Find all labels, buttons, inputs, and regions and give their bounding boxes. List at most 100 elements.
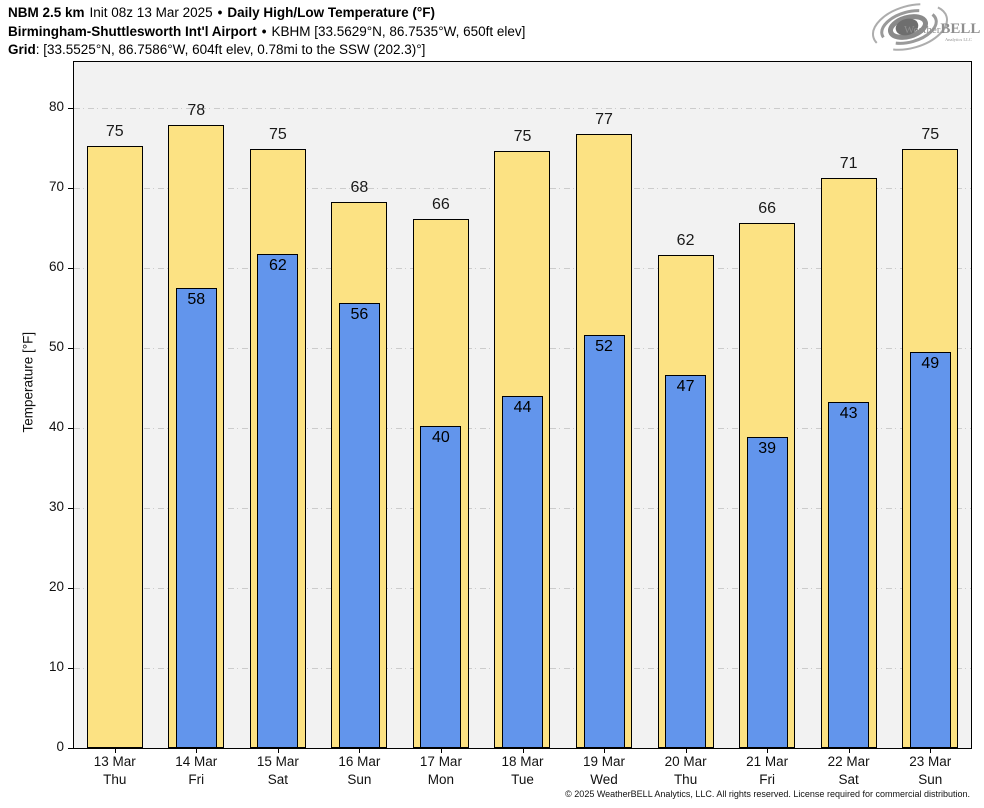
plot-area: Temperature [°F] 0 10 20 30 40 50 60 70 80 75 13 M… (21, 61, 972, 787)
bar-group: 75 (74, 62, 156, 748)
high-value-label: 78 (187, 101, 206, 119)
x-axis-tick (604, 748, 606, 753)
low-bar: 43 (828, 401, 870, 748)
x-label-day: Sun (918, 772, 943, 787)
station-name: Birmingham-Shuttlesworth Int'l Airport (8, 23, 257, 39)
x-axis-tick (114, 748, 116, 753)
y-axis-tick (68, 107, 74, 109)
x-axis-tick-label: 14 Mar Fri (156, 753, 238, 789)
low-bar: 58 (175, 288, 217, 748)
weatherbell-logo: WeatherBELL Analytics LLC (872, 3, 980, 51)
y-axis-tick (68, 267, 74, 269)
x-label-day: Sat (267, 772, 288, 787)
low-value-label: 40 (432, 429, 450, 447)
separator-dot: • (261, 23, 267, 39)
x-label-day: Fri (188, 772, 205, 787)
x-label-day: Sun (347, 772, 372, 787)
low-bar: 47 (665, 375, 707, 748)
low-value-label: 58 (187, 291, 206, 308)
x-label-day: Tue (511, 772, 534, 787)
copyright-notice: © 2025 WeatherBELL Analytics, LLC. All r… (565, 789, 970, 799)
bar-group: 66 39 (726, 62, 808, 748)
low-bar: 39 (746, 436, 788, 748)
low-bar: 49 (909, 352, 951, 748)
y-axis-tick (68, 507, 74, 509)
x-axis-tick (685, 748, 687, 753)
bar-group: 77 52 (563, 62, 645, 748)
bar-group: 66 40 (400, 62, 482, 748)
logo-bell-text: BELL (940, 21, 980, 37)
high-value-label: 66 (432, 196, 450, 214)
high-value-label: 75 (513, 128, 532, 146)
y-axis-tick (68, 667, 74, 669)
x-label-day: Thu (673, 772, 698, 787)
y-axis-tick (68, 427, 74, 429)
x-axis-tick-label: 15 Mar Sat (237, 753, 319, 789)
bar-group: 75 49 (889, 62, 971, 748)
x-label-date: 20 Mar (664, 754, 707, 769)
y-axis-tick-label: 80 (48, 99, 64, 114)
low-value-label: 62 (268, 257, 287, 275)
y-axis-tick-label: 70 (48, 179, 64, 194)
low-bar: 44 (501, 396, 543, 748)
y-axis-tick-label: 20 (48, 579, 64, 594)
x-label-date: 14 Mar (175, 754, 218, 769)
x-axis-tick-label: 23 Mar Sun (889, 753, 971, 789)
hurricane-swirl-icon (872, 3, 948, 51)
x-axis-tick (440, 748, 442, 753)
low-value-label: 44 (513, 399, 532, 416)
x-axis-tick-label: 21 Mar Fri (726, 753, 808, 789)
low-bar: 62 (257, 254, 299, 748)
x-label-date: 13 Mar (93, 754, 136, 769)
x-axis-tick-label: 13 Mar Thu (74, 753, 156, 789)
bar-group: 75 44 (482, 62, 564, 748)
x-label-date: 21 Mar (746, 754, 789, 769)
y-axis-tick-label: 60 (48, 259, 64, 274)
y-axis-tick (68, 187, 74, 189)
separator-dot: • (217, 5, 223, 20)
x-axis-tick (277, 748, 279, 753)
x-axis-tick (196, 748, 198, 753)
x-label-date: 22 Mar (827, 754, 870, 769)
header-line-3: Grid: [33.5525°N, 86.7586°W, 604ft elev,… (8, 41, 525, 60)
grid-info: : [33.5525°N, 86.7586°W, 604ft elev, 0.7… (35, 42, 426, 57)
y-axis-tick-label: 50 (48, 339, 64, 354)
x-label-date: 18 Mar (501, 754, 544, 769)
x-axis-tick-label: 18 Mar Tue (482, 753, 564, 789)
high-value-label: 66 (758, 200, 777, 218)
y-axis-tick-label: 30 (48, 499, 64, 514)
gridline (74, 107, 971, 109)
low-bar: 40 (420, 426, 462, 748)
high-value-label: 62 (676, 232, 695, 250)
bar-group: 78 58 (156, 62, 238, 748)
low-value-label: 43 (839, 404, 858, 422)
x-label-day: Fri (759, 772, 775, 787)
x-axis-tick (930, 748, 932, 753)
low-value-label: 49 (921, 355, 940, 372)
logo-analytics-text: Analytics LLC (945, 37, 972, 42)
x-label-date: 15 Mar (256, 754, 299, 769)
y-axis-tick (68, 347, 74, 349)
low-bar: 56 (338, 303, 380, 748)
high-value-label: 75 (921, 125, 940, 143)
x-label-date: 23 Mar (909, 754, 952, 769)
x-axis-tick (767, 748, 769, 753)
chart-header: NBM 2.5 km Init 08z 13 Mar 2025 • Daily Hig… (8, 4, 525, 60)
x-label-day: Sat (838, 772, 859, 787)
bar-group: 62 47 (645, 62, 727, 748)
high-value-label: 75 (105, 123, 124, 141)
x-axis-tick (359, 748, 361, 753)
x-label-day: Thu (103, 772, 127, 787)
init-time: Init 08z 13 Mar 2025 (89, 5, 213, 20)
x-axis-tick-label: 22 Mar Sat (808, 753, 890, 789)
logo-weather-text: WeatherBELL (904, 21, 980, 37)
x-axis-tick (848, 748, 850, 753)
grid-label: Grid (8, 42, 36, 57)
y-axis-tick (68, 587, 74, 589)
header-line-1: NBM 2.5 km Init 08z 13 Mar 2025 • Daily Hig… (8, 4, 525, 23)
y-axis-tick-label: 10 (48, 659, 64, 674)
x-axis-tick-label: 20 Mar Thu (645, 753, 727, 789)
x-label-date: 19 Mar (583, 754, 626, 769)
x-axis-tick-label: 17 Mar Mon (400, 753, 482, 789)
